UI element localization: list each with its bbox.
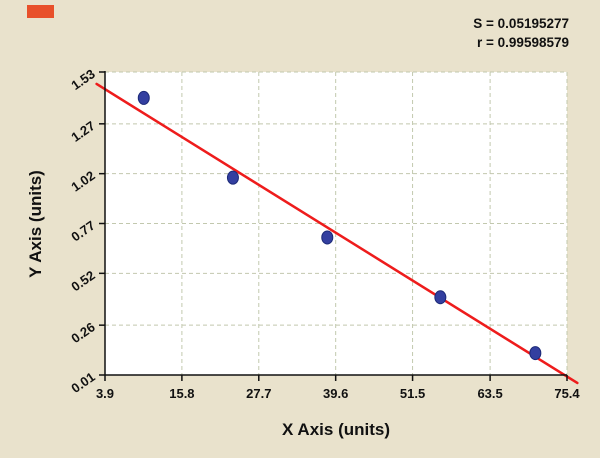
svg-text:1.53: 1.53 xyxy=(68,66,97,93)
x-axis-title: X Axis (units) xyxy=(282,420,390,439)
svg-text:0.26: 0.26 xyxy=(68,319,97,346)
corner-mark xyxy=(27,5,54,18)
y-axis-title: Y Axis (units) xyxy=(26,170,45,278)
tick-marks xyxy=(99,71,568,381)
data-points xyxy=(137,90,542,361)
svg-text:75.4: 75.4 xyxy=(554,386,580,401)
svg-text:15.8: 15.8 xyxy=(169,386,194,401)
svg-text:27.7: 27.7 xyxy=(246,386,271,401)
y-tick-labels: 0.01 0.26 0.52 0.77 1.02 1.27 1.53 xyxy=(68,66,97,396)
stat-r: r = 0.99598579 xyxy=(477,35,569,50)
stat-s: S = 0.05195277 xyxy=(473,16,569,31)
svg-text:3.9: 3.9 xyxy=(96,386,114,401)
svg-text:39.6: 39.6 xyxy=(323,386,348,401)
svg-text:1.27: 1.27 xyxy=(68,118,97,145)
stats-annotation: S = 0.05195277 r = 0.99598579 xyxy=(473,14,569,52)
svg-text:51.5: 51.5 xyxy=(400,386,425,401)
svg-text:0.01: 0.01 xyxy=(68,369,97,396)
svg-text:63.5: 63.5 xyxy=(477,386,502,401)
fit-line xyxy=(95,82,579,385)
x-tick-labels: 3.9 15.8 27.7 39.6 51.5 63.5 75.4 xyxy=(96,386,580,401)
svg-text:1.02: 1.02 xyxy=(68,168,97,195)
svg-text:0.77: 0.77 xyxy=(68,218,97,245)
svg-text:0.52: 0.52 xyxy=(68,268,97,295)
